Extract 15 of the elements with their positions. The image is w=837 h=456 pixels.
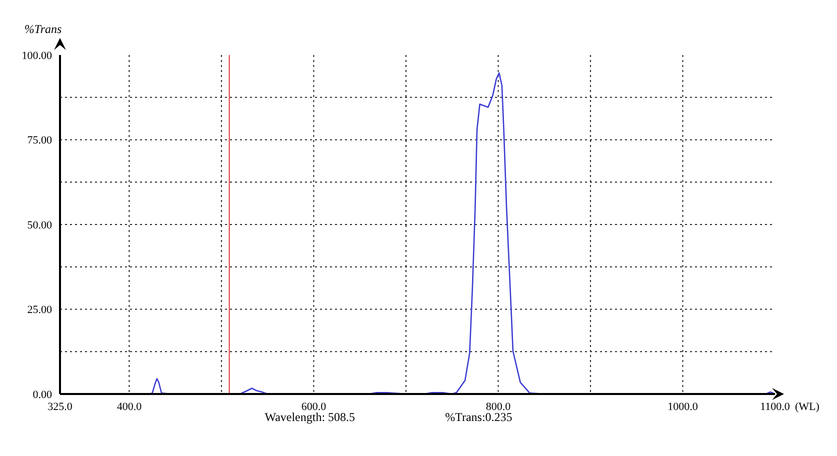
text: %Trans:0.235 [445,410,512,425]
y-tick-label: 75.00 [27,134,52,147]
y-tick-label: 0.00 [32,388,52,401]
x-tick-label: 325.0 [48,400,73,413]
text: Wavelength: 508.5 [264,410,356,425]
y-tick-label: 100.00 [22,50,52,62]
y-axis-title: %Trans [24,22,62,36]
x-tick-label: 400.0 [116,400,142,413]
x-tick-label: 800.0 [486,400,512,413]
x-tick-label: 1100.0 [760,400,790,413]
x-tick-label: 600.0 [301,400,327,413]
x-axis-title: (WL) [795,400,820,413]
y-tick-label: 25.00 [27,304,52,316]
y-tick-label: 50.00 [27,219,52,232]
x-tick-label: 1000.0 [668,400,698,413]
